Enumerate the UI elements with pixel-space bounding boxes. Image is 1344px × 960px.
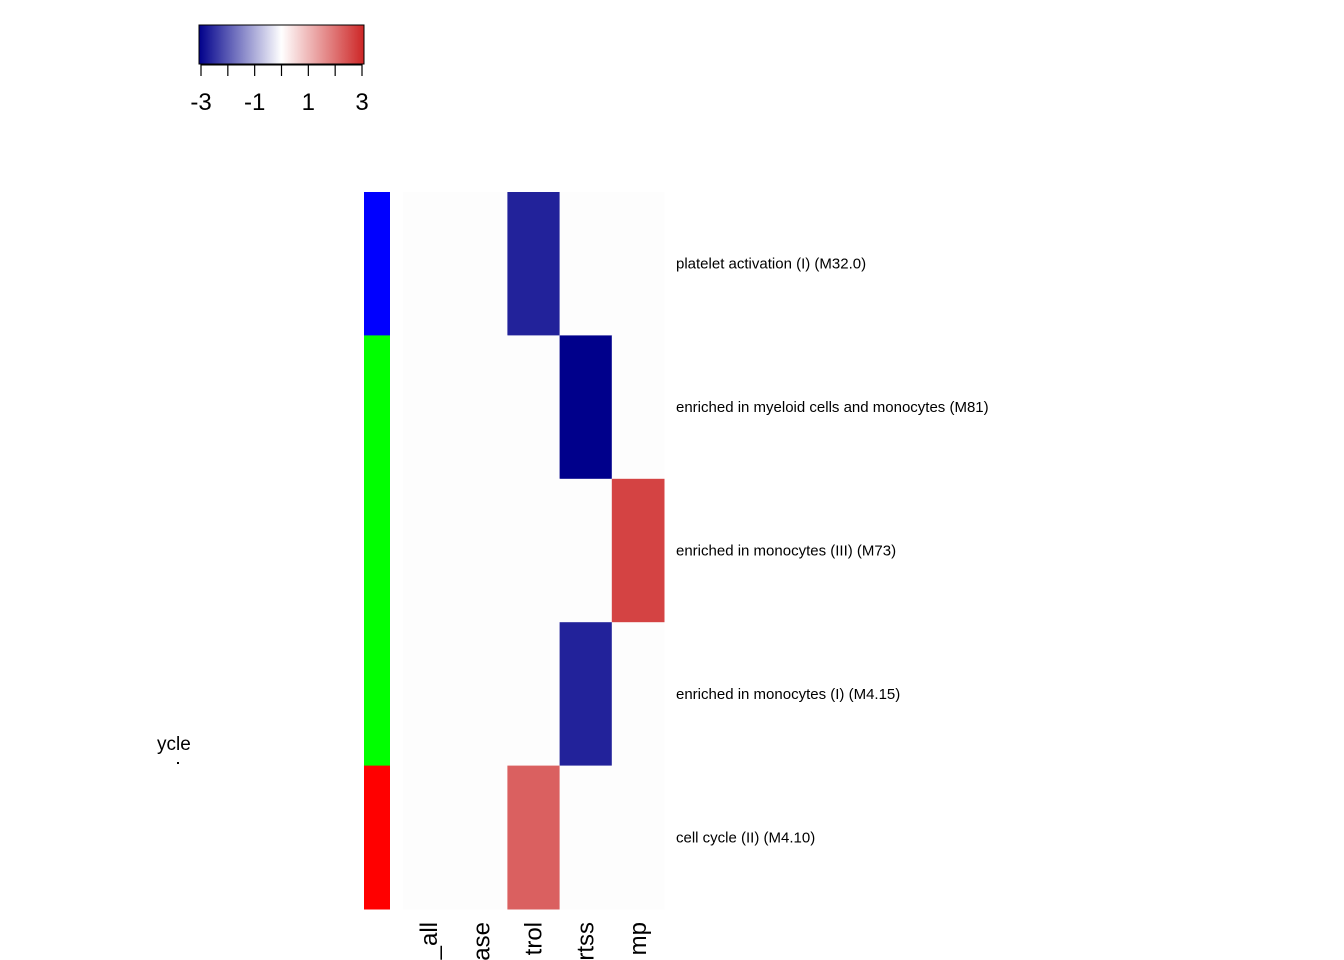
heatmap-cell bbox=[403, 192, 456, 336]
heatmap-cell bbox=[559, 192, 613, 336]
heatmap-cell bbox=[455, 478, 508, 623]
column-label: rtss bbox=[573, 922, 600, 960]
heatmap-cell bbox=[507, 478, 561, 623]
heatmap-cell bbox=[403, 765, 456, 910]
heatmap-cell bbox=[559, 765, 613, 910]
heatmap-cell bbox=[403, 335, 456, 480]
color-key-bar bbox=[198, 24, 365, 65]
column-label: ase bbox=[468, 922, 495, 960]
heatmap-cell bbox=[611, 478, 665, 623]
heatmap-cells bbox=[403, 192, 665, 910]
heatmap-cell bbox=[455, 335, 508, 480]
row-group-color bbox=[364, 478, 390, 623]
row-label: enriched in monocytes (I) (M4.15) bbox=[676, 686, 900, 703]
row-label: enriched in myeloid cells and monocytes … bbox=[676, 399, 989, 416]
color-key-tick-label: -1 bbox=[244, 89, 265, 116]
heatmap-cell bbox=[455, 192, 508, 336]
heatmap-cell bbox=[611, 192, 665, 336]
heatmap-cell bbox=[507, 335, 561, 480]
heatmap-cell bbox=[507, 622, 561, 767]
heatmap-cell bbox=[559, 478, 613, 623]
column-label: trol bbox=[521, 922, 548, 955]
heatmap-cell bbox=[403, 622, 456, 767]
heatmap-cell bbox=[507, 192, 561, 336]
heatmap-cell bbox=[455, 765, 508, 910]
row-labels: platelet activation (I) (M32.0) enriched … bbox=[676, 256, 989, 847]
heatmap-cell bbox=[611, 335, 665, 480]
column-label: _all bbox=[416, 922, 443, 960]
row-group-color bbox=[364, 765, 390, 910]
column-label: mp bbox=[625, 922, 652, 955]
heatmap-cell bbox=[611, 622, 665, 767]
clipped-label: ycle bbox=[157, 734, 191, 755]
heatmap-cell bbox=[611, 765, 665, 910]
row-label: cell cycle (II) (M4.10) bbox=[676, 829, 815, 846]
heatmap-cell bbox=[455, 622, 508, 767]
row-side-colors bbox=[364, 192, 390, 910]
color-key: -3 -1 1 3 bbox=[190, 24, 369, 116]
clipped-label-fragment bbox=[177, 762, 179, 764]
row-label: platelet activation (I) (M32.0) bbox=[676, 256, 866, 273]
heatmap-cell bbox=[559, 335, 613, 480]
heatmap-cell bbox=[559, 622, 613, 767]
heatmap-cell bbox=[403, 478, 456, 623]
heatmap-cell bbox=[507, 765, 561, 910]
color-key-tick-label: 3 bbox=[355, 89, 368, 116]
row-label: enriched in monocytes (III) (M73) bbox=[676, 543, 896, 560]
color-key-tick-label: -3 bbox=[190, 89, 211, 116]
row-group-color bbox=[364, 622, 390, 767]
row-group-color bbox=[364, 335, 390, 480]
color-key-tick-label: 1 bbox=[302, 89, 315, 116]
row-group-color bbox=[364, 192, 390, 336]
column-labels: _all ase trol rtss mp bbox=[416, 922, 652, 960]
